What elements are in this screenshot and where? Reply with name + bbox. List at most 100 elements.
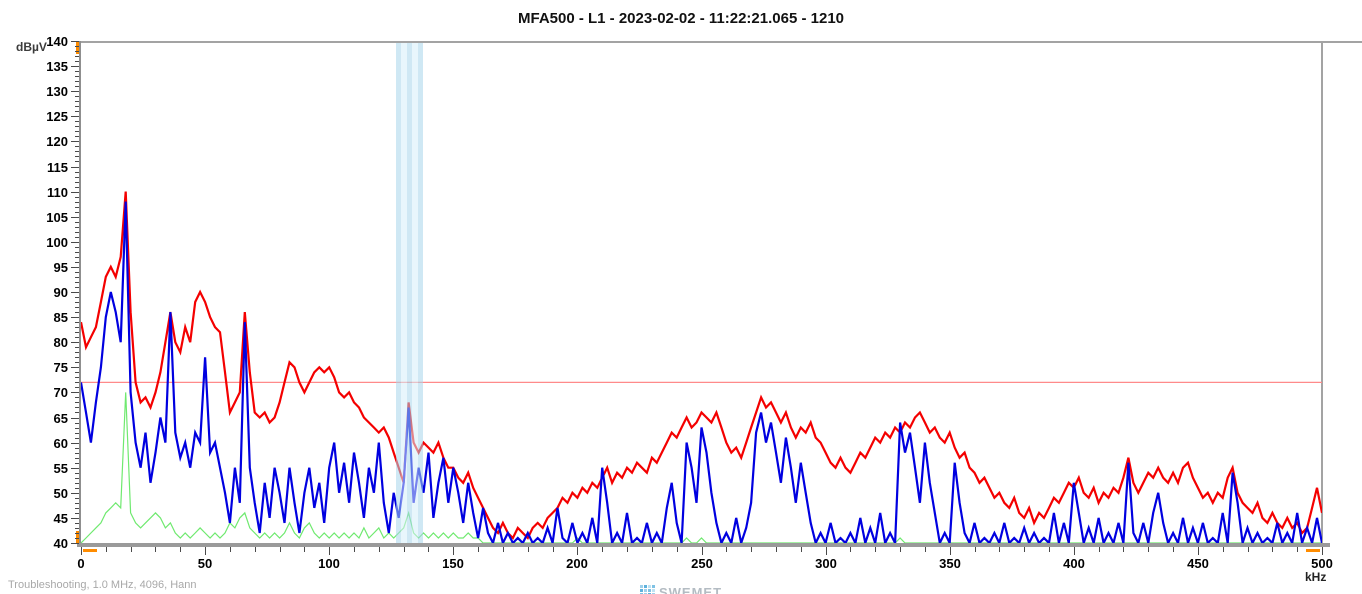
y-axis-tick-label: 40: [53, 536, 68, 551]
x-major-tick: [950, 547, 951, 555]
y-minor-tick: [75, 257, 79, 258]
y-axis-range-marker-bottom: [76, 531, 79, 543]
y-axis-tick-label: 140: [46, 34, 68, 49]
measurement-settings-note: Troubleshooting, 1.0 MHz, 4096, Hann: [8, 579, 197, 591]
y-minor-tick: [75, 483, 79, 484]
y-minor-tick: [75, 197, 79, 198]
x-axis-tick-label: 200: [566, 556, 588, 571]
y-major-tick: [71, 418, 79, 419]
x-axis-range-marker-right: [1306, 549, 1320, 552]
y-minor-tick: [75, 272, 79, 273]
y-minor-tick: [75, 438, 79, 439]
y-minor-tick: [75, 202, 79, 203]
y-major-tick: [71, 91, 79, 92]
x-minor-tick: [528, 547, 529, 552]
x-major-tick: [81, 547, 82, 555]
y-minor-tick: [75, 533, 79, 534]
x-minor-tick: [652, 547, 653, 552]
y-minor-tick: [75, 362, 79, 363]
y-minor-tick: [75, 307, 79, 308]
y-major-tick: [71, 141, 79, 142]
y-minor-tick: [75, 513, 79, 514]
y-minor-tick: [75, 433, 79, 434]
max-hold-trace: [81, 191, 1322, 540]
x-axis-tick-label: 300: [815, 556, 837, 571]
y-minor-tick: [75, 382, 79, 383]
y-axis-tick-label: 75: [53, 360, 68, 375]
y-axis-tick-label: 95: [53, 260, 68, 275]
y-axis-range-marker-top: [76, 42, 79, 54]
x-minor-tick: [1099, 547, 1100, 552]
x-minor-tick: [1123, 547, 1124, 552]
y-minor-tick: [75, 387, 79, 388]
x-axis-tick-label: 100: [318, 556, 340, 571]
y-minor-tick: [75, 412, 79, 413]
y-minor-tick: [75, 277, 79, 278]
y-axis-tick-label: 135: [46, 59, 68, 74]
y-minor-tick: [75, 237, 79, 238]
y-minor-tick: [75, 488, 79, 489]
plot-right-border: [1321, 41, 1323, 544]
x-major-tick: [1322, 547, 1323, 555]
y-minor-tick: [75, 428, 79, 429]
x-minor-tick: [999, 547, 1000, 552]
y-major-tick: [71, 493, 79, 494]
y-axis-tick-label: 130: [46, 84, 68, 99]
x-minor-tick: [155, 547, 156, 552]
x-major-tick: [826, 547, 827, 555]
y-minor-tick: [75, 402, 79, 403]
y-minor-tick: [75, 503, 79, 504]
average-trace: [81, 201, 1322, 543]
y-major-tick: [71, 66, 79, 67]
x-minor-tick: [503, 547, 504, 552]
x-axis-line: [77, 543, 1330, 547]
x-minor-tick: [304, 547, 305, 552]
y-axis-tick-label: 90: [53, 285, 68, 300]
y-minor-tick: [75, 131, 79, 132]
y-major-tick: [71, 192, 79, 193]
y-minor-tick: [75, 146, 79, 147]
selection-band[interactable]: [396, 43, 423, 543]
min-hold-trace: [81, 392, 1322, 543]
x-minor-tick: [925, 547, 926, 552]
y-minor-tick: [75, 96, 79, 97]
y-minor-tick: [75, 453, 79, 454]
y-major-tick: [71, 392, 79, 393]
y-major-tick: [71, 116, 79, 117]
y-minor-tick: [75, 126, 79, 127]
y-axis-tick-label: 60: [53, 436, 68, 451]
y-minor-tick: [75, 101, 79, 102]
x-axis-tick-label: 0: [77, 556, 85, 571]
y-axis-unit-label: dBµV: [16, 40, 47, 54]
y-minor-tick: [75, 212, 79, 213]
y-minor-tick: [75, 156, 79, 157]
y-minor-tick: [75, 498, 79, 499]
y-minor-tick: [75, 151, 79, 152]
y-major-tick: [71, 167, 79, 168]
y-minor-tick: [75, 227, 79, 228]
x-minor-tick: [751, 547, 752, 552]
y-minor-tick: [75, 56, 79, 57]
x-minor-tick: [1173, 547, 1174, 552]
y-minor-tick: [75, 172, 79, 173]
x-minor-tick: [1024, 547, 1025, 552]
spectrum-traces[interactable]: [81, 41, 1322, 543]
x-minor-tick: [354, 547, 355, 552]
x-minor-tick: [280, 547, 281, 552]
y-major-tick: [71, 317, 79, 318]
y-major-tick: [71, 543, 79, 544]
y-minor-tick: [75, 352, 79, 353]
x-minor-tick: [1272, 547, 1273, 552]
y-axis-tick-label: 100: [46, 235, 68, 250]
y-minor-tick: [75, 282, 79, 283]
y-minor-tick: [75, 51, 79, 52]
y-minor-tick: [75, 337, 79, 338]
y-minor-tick: [75, 252, 79, 253]
x-axis-unit-label: kHz: [1305, 570, 1327, 584]
y-minor-tick: [75, 76, 79, 77]
y-minor-tick: [75, 538, 79, 539]
x-axis-tick-label: 400: [1063, 556, 1085, 571]
y-minor-tick: [75, 473, 79, 474]
y-minor-tick: [75, 357, 79, 358]
